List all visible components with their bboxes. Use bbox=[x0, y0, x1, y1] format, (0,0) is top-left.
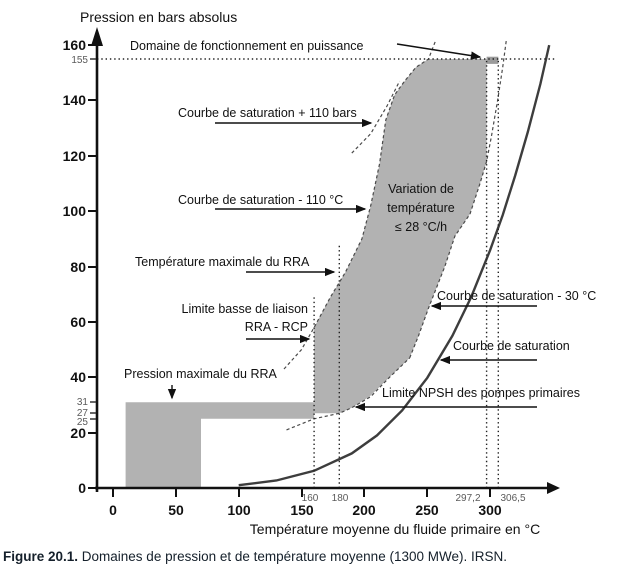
x-tick-306-5: 306,5 bbox=[500, 493, 525, 504]
x-tick-250: 250 bbox=[415, 502, 439, 518]
y-tick-31: 31 bbox=[77, 397, 89, 408]
x-tick-300: 300 bbox=[478, 502, 502, 518]
y-axis-title: Pression en bars absolus bbox=[80, 9, 237, 25]
curve-saturation bbox=[238, 44, 551, 487]
label-saturation: Courbe de saturation bbox=[453, 339, 570, 353]
y-tick-160: 160 bbox=[63, 37, 87, 53]
label-npsh: Limite NPSH des pompes primaires bbox=[382, 386, 580, 400]
label-sat-plus-110: Courbe de saturation + 110 bars bbox=[178, 106, 357, 120]
label-variation-line3: ≤ 28 °C/h bbox=[395, 220, 447, 234]
annotation-arrows bbox=[167, 43, 537, 412]
label-rra-temp-max: Température maximale du RRA bbox=[135, 255, 310, 269]
y-tick-40: 40 bbox=[70, 369, 86, 385]
figure-caption-text: Domaines de pression et de température m… bbox=[78, 549, 507, 564]
x-tick-200: 200 bbox=[352, 502, 376, 518]
label-power-domain: Domaine de fonctionnement en puissance bbox=[130, 39, 364, 53]
y-tick-100: 100 bbox=[63, 203, 87, 219]
x-tick-160: 160 bbox=[302, 493, 319, 504]
x-tick-297-2: 297,2 bbox=[455, 493, 480, 504]
figure-20-1: 0 20 40 60 80 100 120 140 160 155 31 27 … bbox=[3, 9, 597, 564]
label-sat-minus-110: Courbe de saturation - 110 °C bbox=[178, 193, 343, 207]
x-tick-0: 0 bbox=[109, 502, 117, 518]
y-tick-60: 60 bbox=[70, 314, 86, 330]
curve-saturation-minus-30C bbox=[409, 39, 507, 359]
y-tick-0: 0 bbox=[78, 480, 86, 496]
y-axis-minor-ticks bbox=[90, 58, 96, 420]
region-power-operation-band bbox=[486, 56, 499, 64]
figure-caption-number: Figure 20.1. bbox=[3, 549, 79, 564]
region-main-operating-domain bbox=[314, 59, 487, 414]
x-tick-50: 50 bbox=[168, 502, 184, 518]
label-variation-line1: Variation de bbox=[388, 182, 454, 196]
y-tick-27: 27 bbox=[77, 408, 89, 419]
x-tick-180: 180 bbox=[332, 493, 349, 504]
y-tick-120: 120 bbox=[63, 148, 87, 164]
label-rra-pressure-max: Pression maximale du RRA bbox=[124, 367, 277, 381]
y-axis-ticks bbox=[88, 44, 96, 489]
curve-saturation-plus-110bars bbox=[351, 80, 401, 154]
y-tick-80: 80 bbox=[70, 259, 86, 275]
pt-domain-chart: 0 20 40 60 80 100 120 140 160 155 31 27 … bbox=[63, 9, 597, 537]
label-liaison-line2: RRA - RCP bbox=[245, 320, 308, 334]
y-tick-20: 20 bbox=[70, 425, 86, 441]
region-rra-domain bbox=[125, 402, 315, 488]
label-sat-minus-30: Courbe de saturation - 30 °C bbox=[437, 289, 596, 303]
arrow-power-domain bbox=[396, 43, 482, 60]
x-tick-100: 100 bbox=[227, 502, 251, 518]
label-liaison-line1: Limite basse de liaison bbox=[182, 302, 309, 316]
figure-caption: Figure 20.1. Domaines de pression et de … bbox=[3, 549, 631, 564]
y-tick-140: 140 bbox=[63, 92, 87, 108]
x-axis-title: Température moyenne du fluide primaire e… bbox=[250, 521, 540, 537]
x-tick-150: 150 bbox=[290, 502, 314, 518]
x-axis-ticks bbox=[112, 488, 491, 497]
y-axis-arrow bbox=[91, 27, 103, 46]
label-variation-line2: température bbox=[387, 201, 454, 215]
curve-saturation-minus-110C bbox=[283, 39, 437, 370]
y-tick-155: 155 bbox=[71, 55, 88, 66]
y-tick-25: 25 bbox=[77, 417, 89, 428]
x-axis-arrow bbox=[547, 482, 560, 494]
